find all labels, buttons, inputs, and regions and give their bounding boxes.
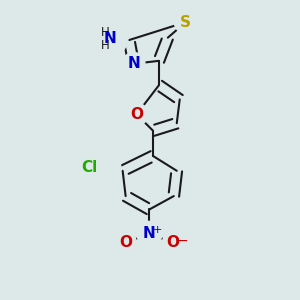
Circle shape [163,232,184,254]
Circle shape [91,153,121,183]
Text: O: O [119,235,132,250]
Circle shape [137,221,162,246]
Text: N: N [127,56,140,71]
Text: H: H [101,26,110,38]
Text: Cl: Cl [81,160,97,175]
Circle shape [125,103,148,126]
Text: O: O [130,107,143,122]
Text: H: H [101,39,110,52]
Text: N: N [143,226,156,241]
Circle shape [174,11,197,34]
Text: S: S [180,15,191,30]
Circle shape [122,52,145,75]
Circle shape [115,232,136,254]
Text: N: N [104,31,117,46]
Text: O: O [167,235,180,250]
Text: +: + [153,225,162,235]
Text: −: − [176,233,188,248]
Circle shape [92,21,128,56]
